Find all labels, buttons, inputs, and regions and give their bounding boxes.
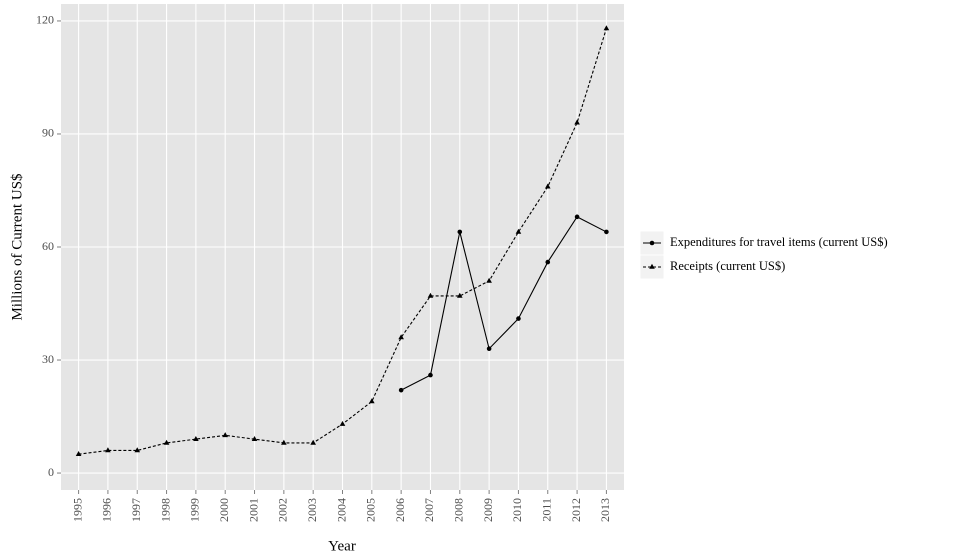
point: [369, 398, 375, 404]
x-tick-label: 2010: [510, 498, 524, 522]
point: [574, 214, 580, 220]
series-line: [400, 216, 607, 391]
y-tick-label: 60: [42, 239, 54, 253]
point: [251, 435, 258, 441]
point: [604, 229, 609, 235]
x-tick-label: 2011: [540, 498, 554, 522]
point: [134, 447, 141, 453]
y-tick-label: 30: [42, 352, 54, 366]
x-tick-label: 2005: [364, 498, 378, 522]
y-axis-title: Millions of Current US$: [9, 173, 25, 321]
point: [649, 263, 655, 269]
point: [456, 292, 463, 298]
point: [310, 439, 316, 445]
x-tick-label: 1998: [158, 498, 172, 522]
y-tick-label: 120: [36, 13, 54, 27]
x-tick-label: 1997: [129, 498, 143, 522]
legend-label: Expenditures for travel items (current U…: [670, 235, 888, 249]
x-tick-label: 2001: [246, 498, 260, 522]
x-tick-label: 2003: [305, 498, 319, 522]
x-tick-label: 1996: [100, 498, 114, 522]
point: [105, 447, 111, 453]
x-tick-label: 2012: [569, 498, 583, 522]
legend: Expenditures for travel items (current U…: [639, 230, 888, 280]
point: [398, 387, 404, 393]
point: [427, 292, 434, 298]
point: [398, 334, 404, 340]
x-tick-label: 2009: [481, 498, 495, 522]
point: [545, 259, 551, 265]
point: [486, 277, 492, 283]
x-tick-label: 2013: [598, 498, 612, 522]
point: [544, 183, 551, 189]
point: [515, 228, 522, 234]
point: [222, 432, 229, 438]
x-tick-label: 1995: [70, 498, 84, 522]
point: [193, 435, 199, 441]
x-tick-label: 2008: [452, 498, 466, 522]
point: [574, 119, 580, 125]
x-tick-label: 1999: [188, 498, 202, 522]
point: [75, 451, 82, 457]
point: [428, 372, 433, 378]
x-tick-label: 2006: [393, 498, 407, 522]
marks: [75, 25, 610, 457]
point: [516, 316, 521, 321]
y-tick-label: 90: [42, 126, 54, 140]
x-tick-label: 2004: [334, 498, 348, 522]
x-tick-label: 2000: [217, 498, 231, 522]
y-tick-label: 0: [48, 465, 54, 479]
point: [339, 420, 346, 426]
legend-label: Receipts (current US$): [670, 259, 785, 273]
x-tick-label: 2002: [276, 498, 290, 522]
x-axis-title: Year: [328, 538, 356, 554]
point: [603, 25, 610, 31]
point: [457, 229, 463, 235]
grid: [61, 4, 624, 490]
point: [163, 439, 170, 445]
point: [649, 240, 655, 246]
point: [281, 439, 287, 445]
point: [486, 346, 492, 352]
x-tick-label: 2007: [422, 498, 436, 522]
